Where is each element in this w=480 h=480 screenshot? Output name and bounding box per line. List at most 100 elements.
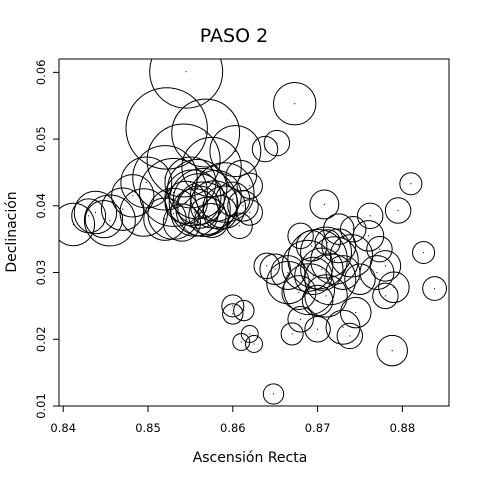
data-point-circle xyxy=(120,156,173,209)
data-point-center xyxy=(198,206,200,208)
data-point-circle xyxy=(376,334,408,367)
data-point-center xyxy=(240,341,242,343)
data-point-circle xyxy=(209,125,262,178)
data-point-center xyxy=(164,218,166,220)
data-point-circle xyxy=(194,162,255,223)
data-point-circle xyxy=(412,240,436,265)
data-point-circle xyxy=(356,202,384,230)
chart-title: PASO 2 xyxy=(200,25,268,47)
data-point-center xyxy=(121,208,124,210)
data-point-circle xyxy=(119,188,169,237)
data-point-center xyxy=(238,225,241,227)
data-point-circle xyxy=(321,228,357,264)
data-point-circle xyxy=(273,82,317,126)
data-point-center xyxy=(181,221,183,224)
data-point-circle xyxy=(287,306,314,333)
data-point-center xyxy=(249,211,251,214)
data-point-circle xyxy=(73,190,118,235)
data-point-circle xyxy=(164,169,222,227)
data-point-circle xyxy=(314,229,341,256)
data-point-center xyxy=(266,265,268,267)
data-point-center xyxy=(384,265,387,267)
data-point-center xyxy=(378,248,381,250)
data-point-center xyxy=(185,201,187,204)
data-point-circle xyxy=(149,59,224,109)
data-point-circle xyxy=(309,189,340,220)
data-point-circle xyxy=(369,250,402,282)
data-point-circle xyxy=(325,255,361,290)
data-point-circle xyxy=(125,87,208,170)
data-point-center xyxy=(202,201,204,204)
data-point-center xyxy=(232,305,234,307)
y-tick-label: 0.06 xyxy=(34,60,48,86)
data-point-center xyxy=(397,209,399,212)
data-point-circle xyxy=(215,181,251,217)
data-point-circle xyxy=(399,172,423,196)
data-point-circle xyxy=(245,334,263,353)
data-point-circle xyxy=(270,255,306,290)
data-point-center xyxy=(194,211,196,214)
data-point-circle xyxy=(352,220,385,252)
data-point-center xyxy=(316,258,319,260)
data-point-circle xyxy=(300,226,352,279)
data-point-center xyxy=(298,291,300,294)
data-point-center xyxy=(312,275,314,277)
data-point-circle xyxy=(323,213,355,245)
data-point-center xyxy=(355,311,357,314)
y-axis-label: Declinación xyxy=(4,191,20,272)
data-point-circle xyxy=(222,303,244,325)
data-point-circle xyxy=(304,253,357,306)
data-point-center xyxy=(72,223,75,226)
data-point-circle xyxy=(304,316,331,343)
data-point-circle xyxy=(59,202,96,247)
data-point-circle xyxy=(262,383,285,405)
data-point-circle xyxy=(189,169,242,222)
data-point-center xyxy=(88,215,90,217)
data-point-center xyxy=(338,245,340,247)
data-point-circle xyxy=(177,185,221,229)
data-point-center xyxy=(316,328,319,330)
data-point-circle xyxy=(202,195,238,230)
data-point-center xyxy=(232,313,234,315)
data-point-center xyxy=(294,103,296,105)
x-tick-label: 0.86 xyxy=(220,421,246,435)
y-axis: 0.01 0.02 0.03 0.04 0.05 0.06 xyxy=(34,60,60,419)
data-point-center xyxy=(311,245,313,247)
data-point-center xyxy=(205,132,207,134)
data-point-center xyxy=(219,211,221,214)
data-point-center xyxy=(376,271,378,274)
data-point-circle xyxy=(83,194,136,247)
data-point-circle xyxy=(71,198,107,234)
data-point-center xyxy=(172,213,175,215)
x-tick-label: 0.85 xyxy=(135,421,161,435)
data-point-circle xyxy=(233,299,255,322)
data-point-circle xyxy=(194,203,230,238)
y-tick-label: 0.04 xyxy=(34,193,48,219)
data-point-center xyxy=(243,309,245,312)
y-tick-label: 0.02 xyxy=(34,326,48,352)
data-point-center xyxy=(145,181,147,184)
data-point-center xyxy=(308,288,310,290)
data-point-center xyxy=(359,278,361,280)
data-point-center xyxy=(249,333,251,335)
data-point-circle xyxy=(372,282,399,310)
data-point-circle xyxy=(253,252,280,280)
data-point-circle xyxy=(378,271,410,303)
data-point-center xyxy=(422,251,425,254)
data-point-circle xyxy=(295,230,328,262)
data-point-circle xyxy=(232,332,251,351)
data-point-center xyxy=(234,150,236,152)
data-point-center xyxy=(240,175,242,177)
data-point-center xyxy=(132,195,134,197)
data-point-circle xyxy=(280,322,304,346)
data-point-center xyxy=(329,278,331,280)
data-point-center xyxy=(321,268,323,270)
data-point-center xyxy=(185,71,187,73)
data-point-center xyxy=(333,259,336,262)
data-point-circle xyxy=(301,284,334,317)
data-marks xyxy=(59,59,447,405)
data-point-circle xyxy=(339,296,372,329)
data-point-center xyxy=(327,241,329,244)
data-point-center xyxy=(274,268,276,270)
